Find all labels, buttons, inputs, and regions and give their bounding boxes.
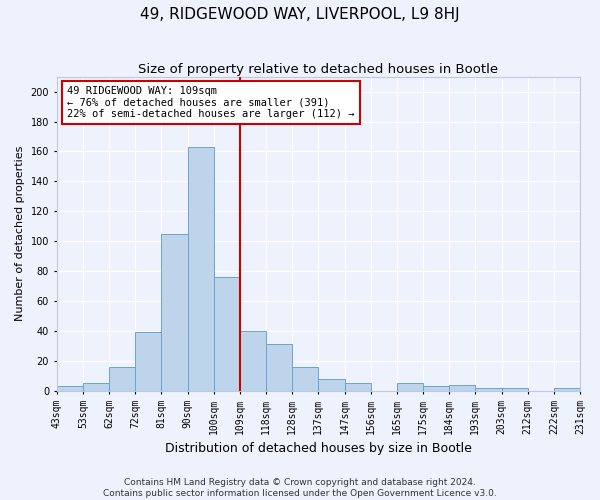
Text: 49, RIDGEWOOD WAY, LIVERPOOL, L9 8HJ: 49, RIDGEWOOD WAY, LIVERPOOL, L9 8HJ: [140, 8, 460, 22]
X-axis label: Distribution of detached houses by size in Bootle: Distribution of detached houses by size …: [165, 442, 472, 455]
Bar: [292, 367, 319, 391]
Text: 49 RIDGEWOOD WAY: 109sqm
← 76% of detached houses are smaller (391)
22% of semi-: 49 RIDGEWOOD WAY: 109sqm ← 76% of detach…: [67, 86, 355, 120]
Text: Contains HM Land Registry data © Crown copyright and database right 2024.
Contai: Contains HM Land Registry data © Crown c…: [103, 478, 497, 498]
Bar: [423, 386, 449, 391]
Title: Size of property relative to detached houses in Bootle: Size of property relative to detached ho…: [138, 62, 499, 76]
Bar: [240, 331, 266, 391]
Bar: [502, 388, 527, 391]
Bar: [319, 379, 344, 391]
Bar: [109, 367, 135, 391]
Bar: [397, 384, 423, 391]
Y-axis label: Number of detached properties: Number of detached properties: [15, 146, 25, 322]
Bar: [475, 388, 502, 391]
Bar: [554, 388, 580, 391]
Bar: [135, 332, 161, 391]
Bar: [344, 384, 371, 391]
Bar: [83, 384, 109, 391]
Bar: [161, 234, 188, 391]
Bar: [188, 147, 214, 391]
Bar: [214, 277, 240, 391]
Bar: [449, 385, 475, 391]
Bar: [266, 344, 292, 391]
Bar: [56, 386, 83, 391]
